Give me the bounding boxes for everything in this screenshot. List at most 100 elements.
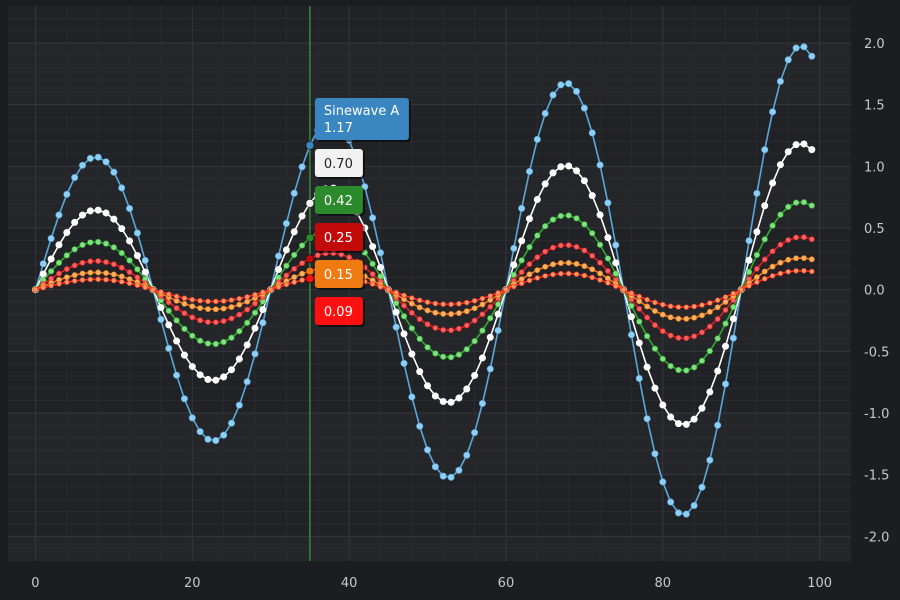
series-point-2[interactable] [118,249,125,257]
series-point-5[interactable] [228,297,235,303]
series-point-3[interactable] [605,268,611,274]
series-point-3[interactable] [675,334,682,341]
series-point-1[interactable] [643,363,651,371]
series-point-5[interactable] [432,300,439,307]
series-point-4[interactable] [597,270,603,277]
series-point-5[interactable] [275,284,282,290]
series-point-2[interactable] [793,199,800,206]
series-point-5[interactable] [416,297,423,304]
series-point-3[interactable] [550,244,556,251]
series-point-0[interactable] [808,52,816,60]
series-point-5[interactable] [652,299,658,306]
series-point-2[interactable] [691,364,698,371]
series-point-3[interactable] [699,329,705,336]
series-point-4[interactable] [550,261,556,268]
series-point-4[interactable] [542,263,549,270]
series-point-5[interactable] [769,273,776,279]
series-point-5[interactable] [291,279,297,285]
series-point-1[interactable] [573,167,581,175]
series-point-1[interactable] [165,321,173,329]
series-point-4[interactable] [197,305,204,312]
series-point-1[interactable] [71,218,79,226]
series-point-5[interactable] [762,276,768,282]
series-point-5[interactable] [142,284,148,291]
series-point-0[interactable] [392,323,400,331]
series-point-0[interactable] [667,498,675,506]
series-point-3[interactable] [71,262,78,269]
series-point-2[interactable] [745,268,753,276]
series-point-5[interactable] [471,298,478,304]
series-point-5[interactable] [542,273,548,279]
series-point-2[interactable] [369,260,376,267]
series-point-3[interactable] [471,317,478,324]
series-point-0[interactable] [557,81,565,89]
series-point-5[interactable] [628,290,635,296]
series-point-1[interactable] [439,398,447,406]
series-point-5[interactable] [440,301,446,307]
series-point-4[interactable] [103,270,109,276]
series-point-3[interactable] [636,305,643,312]
series-point-3[interactable] [134,274,141,281]
series-point-4[interactable] [479,301,486,308]
series-point-5[interactable] [393,289,399,296]
series-point-0[interactable] [298,163,306,171]
series-point-1[interactable] [635,339,643,347]
series-point-0[interactable] [251,350,259,358]
series-point-3[interactable] [118,264,125,271]
series-point-0[interactable] [212,437,220,445]
series-point-0[interactable] [180,395,188,403]
series-point-0[interactable] [761,146,769,154]
series-point-0[interactable] [714,421,722,429]
series-point-0[interactable] [612,241,620,249]
series-point-0[interactable] [722,380,730,388]
series-point-5[interactable] [550,271,556,278]
series-point-4[interactable] [236,301,243,308]
series-point-2[interactable] [377,273,384,280]
series-point-1[interactable] [408,350,416,358]
series-point-5[interactable] [401,292,407,299]
series-point-2[interactable] [212,340,219,348]
series-point-4[interactable] [706,308,713,315]
series-point-3[interactable] [197,317,204,324]
series-point-3[interactable] [189,314,196,321]
series-point-1[interactable] [588,192,596,200]
series-point-0[interactable] [243,378,251,386]
series-point-4[interactable] [675,315,682,322]
series-point-2[interactable] [706,347,713,355]
series-point-3[interactable] [667,332,674,339]
series-point-5[interactable] [511,283,517,290]
series-point-1[interactable] [126,237,134,245]
series-point-0[interactable] [55,211,63,219]
series-point-1[interactable] [753,228,761,236]
series-point-5[interactable] [79,277,86,283]
series-point-2[interactable] [463,346,470,353]
series-point-3[interactable] [236,311,243,318]
series-point-3[interactable] [683,335,690,342]
series-point-2[interactable] [432,350,439,357]
series-point-1[interactable] [63,228,71,236]
series-point-0[interactable] [447,473,455,481]
series-point-2[interactable] [220,338,227,346]
series-point-5[interactable] [181,295,188,301]
series-point-2[interactable] [197,337,204,344]
series-point-3[interactable] [346,254,353,261]
series-point-1[interactable] [55,241,63,249]
series-point-0[interactable] [486,365,494,373]
series-point-2[interactable] [181,325,188,333]
series-point-3[interactable] [785,237,792,243]
series-point-2[interactable] [659,355,666,362]
series-point-0[interactable] [455,466,463,474]
series-point-1[interactable] [157,304,165,312]
series-point-5[interactable] [244,294,250,300]
series-point-0[interactable] [204,435,212,443]
series-point-0[interactable] [478,399,486,407]
series-point-4[interactable] [244,298,251,305]
series-point-0[interactable] [729,334,737,342]
series-point-4[interactable] [785,256,792,263]
series-point-5[interactable] [801,268,807,274]
series-point-1[interactable] [525,215,533,223]
series-point-0[interactable] [290,189,298,197]
series-point-0[interactable] [682,510,690,518]
series-point-0[interactable] [776,77,784,85]
series-point-0[interactable] [424,446,432,454]
